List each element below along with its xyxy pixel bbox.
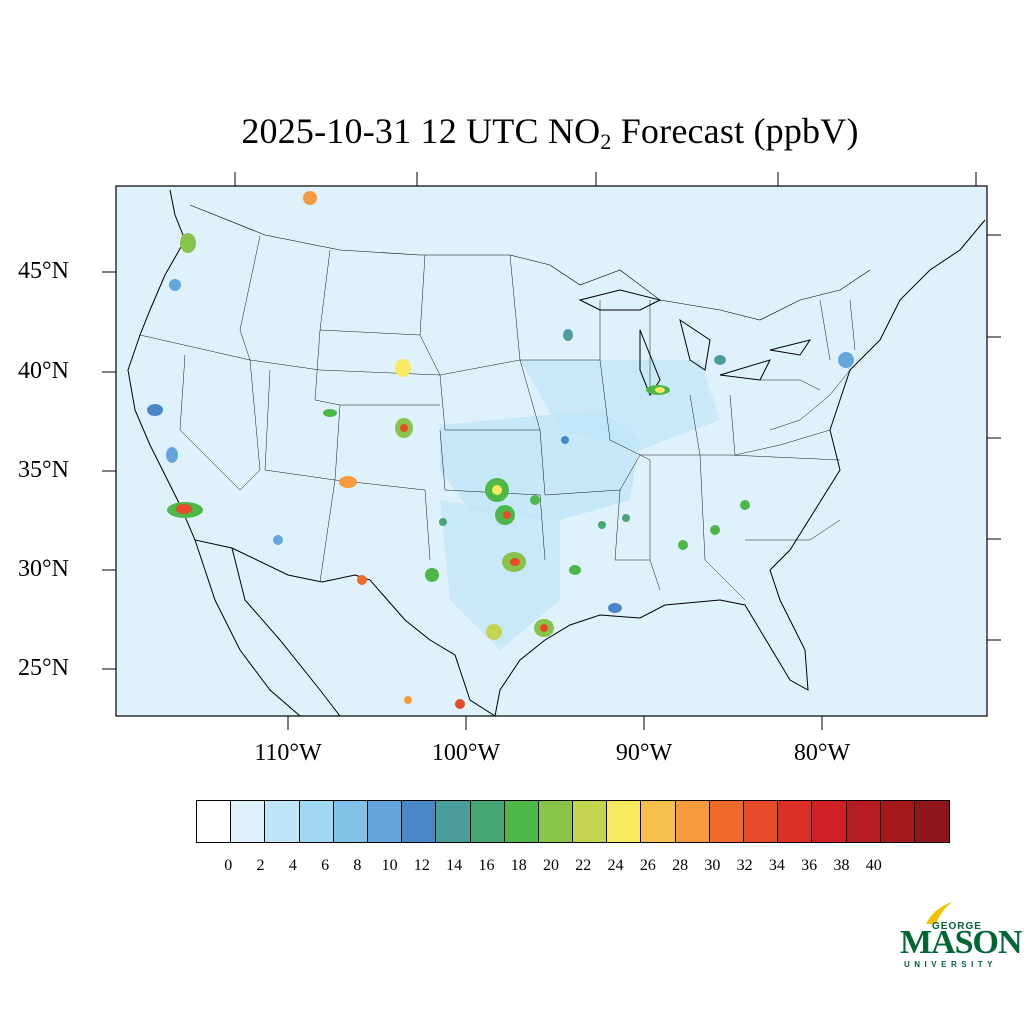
canada-border xyxy=(189,204,871,321)
map-features xyxy=(127,189,986,716)
logo-bottom-text: UNIVERSITY xyxy=(904,960,998,969)
lat-label-25n: 25°N xyxy=(18,655,69,681)
colorbar-tick-label: 22 xyxy=(575,857,592,874)
colorbar-cell xyxy=(744,801,779,842)
colorbar-tick-label: 30 xyxy=(704,857,721,874)
lon-label-110w: 110°W xyxy=(254,740,322,766)
axis-ticks xyxy=(102,172,1001,730)
mexico-outline xyxy=(194,539,341,716)
colorbar-tick-label: 14 xyxy=(446,857,463,874)
colorbar-tick-label: 20 xyxy=(543,857,559,874)
colorbar-tick-label: 40 xyxy=(865,857,882,874)
colorbar-cell xyxy=(538,801,574,842)
colorbar-cell xyxy=(641,801,676,842)
colorbar-tick-label: 16 xyxy=(478,857,495,874)
logo-swoosh-icon xyxy=(926,902,952,924)
colorbar-cell xyxy=(812,801,847,842)
colorbar-cell xyxy=(265,801,300,842)
colorbar-cell xyxy=(846,801,881,842)
colorbar-cell xyxy=(778,801,813,842)
title-suffix: Forecast (ppbV) xyxy=(611,111,859,151)
colorbar-tick-label: 32 xyxy=(736,857,753,874)
colorbar-tick-label: 36 xyxy=(801,857,818,874)
colorbar-cell xyxy=(470,801,505,842)
colorbar-cell xyxy=(914,801,950,842)
colorbar-cell xyxy=(197,801,232,842)
gmu-logo: GEORGE MASON UNIVERSITY xyxy=(896,900,1023,970)
colorbar-cell xyxy=(333,801,368,842)
colorbar-tick-label: 38 xyxy=(833,857,850,874)
colorbar-tick-label: 10 xyxy=(381,857,398,874)
colorbar-tick-label: 24 xyxy=(607,857,624,874)
colorbar-tick-label: 6 xyxy=(321,857,330,874)
texas-region xyxy=(440,500,560,650)
colorbar-tick-label: 26 xyxy=(639,857,656,874)
lat-label-35n: 35°N xyxy=(18,457,69,483)
title-prefix: 2025-10-31 12 UTC NO xyxy=(241,111,601,151)
title-subscript: 2 xyxy=(600,129,612,154)
midwest-region xyxy=(520,360,720,450)
colorbar-cell xyxy=(504,801,539,842)
colorbar-tick-label: 18 xyxy=(510,857,527,874)
colorbar-cell xyxy=(607,801,642,842)
colorbar-tick-label: 28 xyxy=(672,857,689,874)
colorbar-tick-label: 34 xyxy=(768,857,785,874)
colorbar-tick-label: 2 xyxy=(256,857,265,874)
lat-label-40n: 40°N xyxy=(18,358,69,384)
colorbar-tick-label: 12 xyxy=(413,857,430,874)
colorbar-cell xyxy=(675,801,710,842)
lon-label-100w: 100°W xyxy=(431,740,501,766)
lon-label-80w: 80°W xyxy=(793,740,851,766)
lat-label-30n: 30°N xyxy=(18,556,69,582)
lon-label-90w: 90°W xyxy=(615,740,673,766)
colorbar-cell xyxy=(367,801,403,842)
logo-top-text: GEORGE xyxy=(932,921,982,932)
colorbar-tick-label: 0 xyxy=(224,857,233,874)
map-frame xyxy=(115,185,988,717)
colorbar-cell xyxy=(573,801,608,842)
logo-main-text: MASON xyxy=(900,924,1023,961)
colorbar-cell xyxy=(231,801,266,842)
map-title: 2025-10-31 12 UTC NO2 Forecast (ppbV) xyxy=(0,110,1024,155)
colorbar-cell xyxy=(880,801,915,842)
colorbar-tick-label: 8 xyxy=(353,857,362,874)
colorbar-cell xyxy=(709,801,744,842)
no2-hotspots xyxy=(147,191,854,709)
colorbar-cell xyxy=(436,801,471,842)
colorbar-cell xyxy=(299,801,334,842)
colorbar-tick-label: 4 xyxy=(288,857,297,874)
colorbar xyxy=(196,800,951,843)
colorbar-cell xyxy=(402,801,437,842)
us-outline xyxy=(127,189,986,716)
lat-label-45n: 45°N xyxy=(18,258,69,284)
